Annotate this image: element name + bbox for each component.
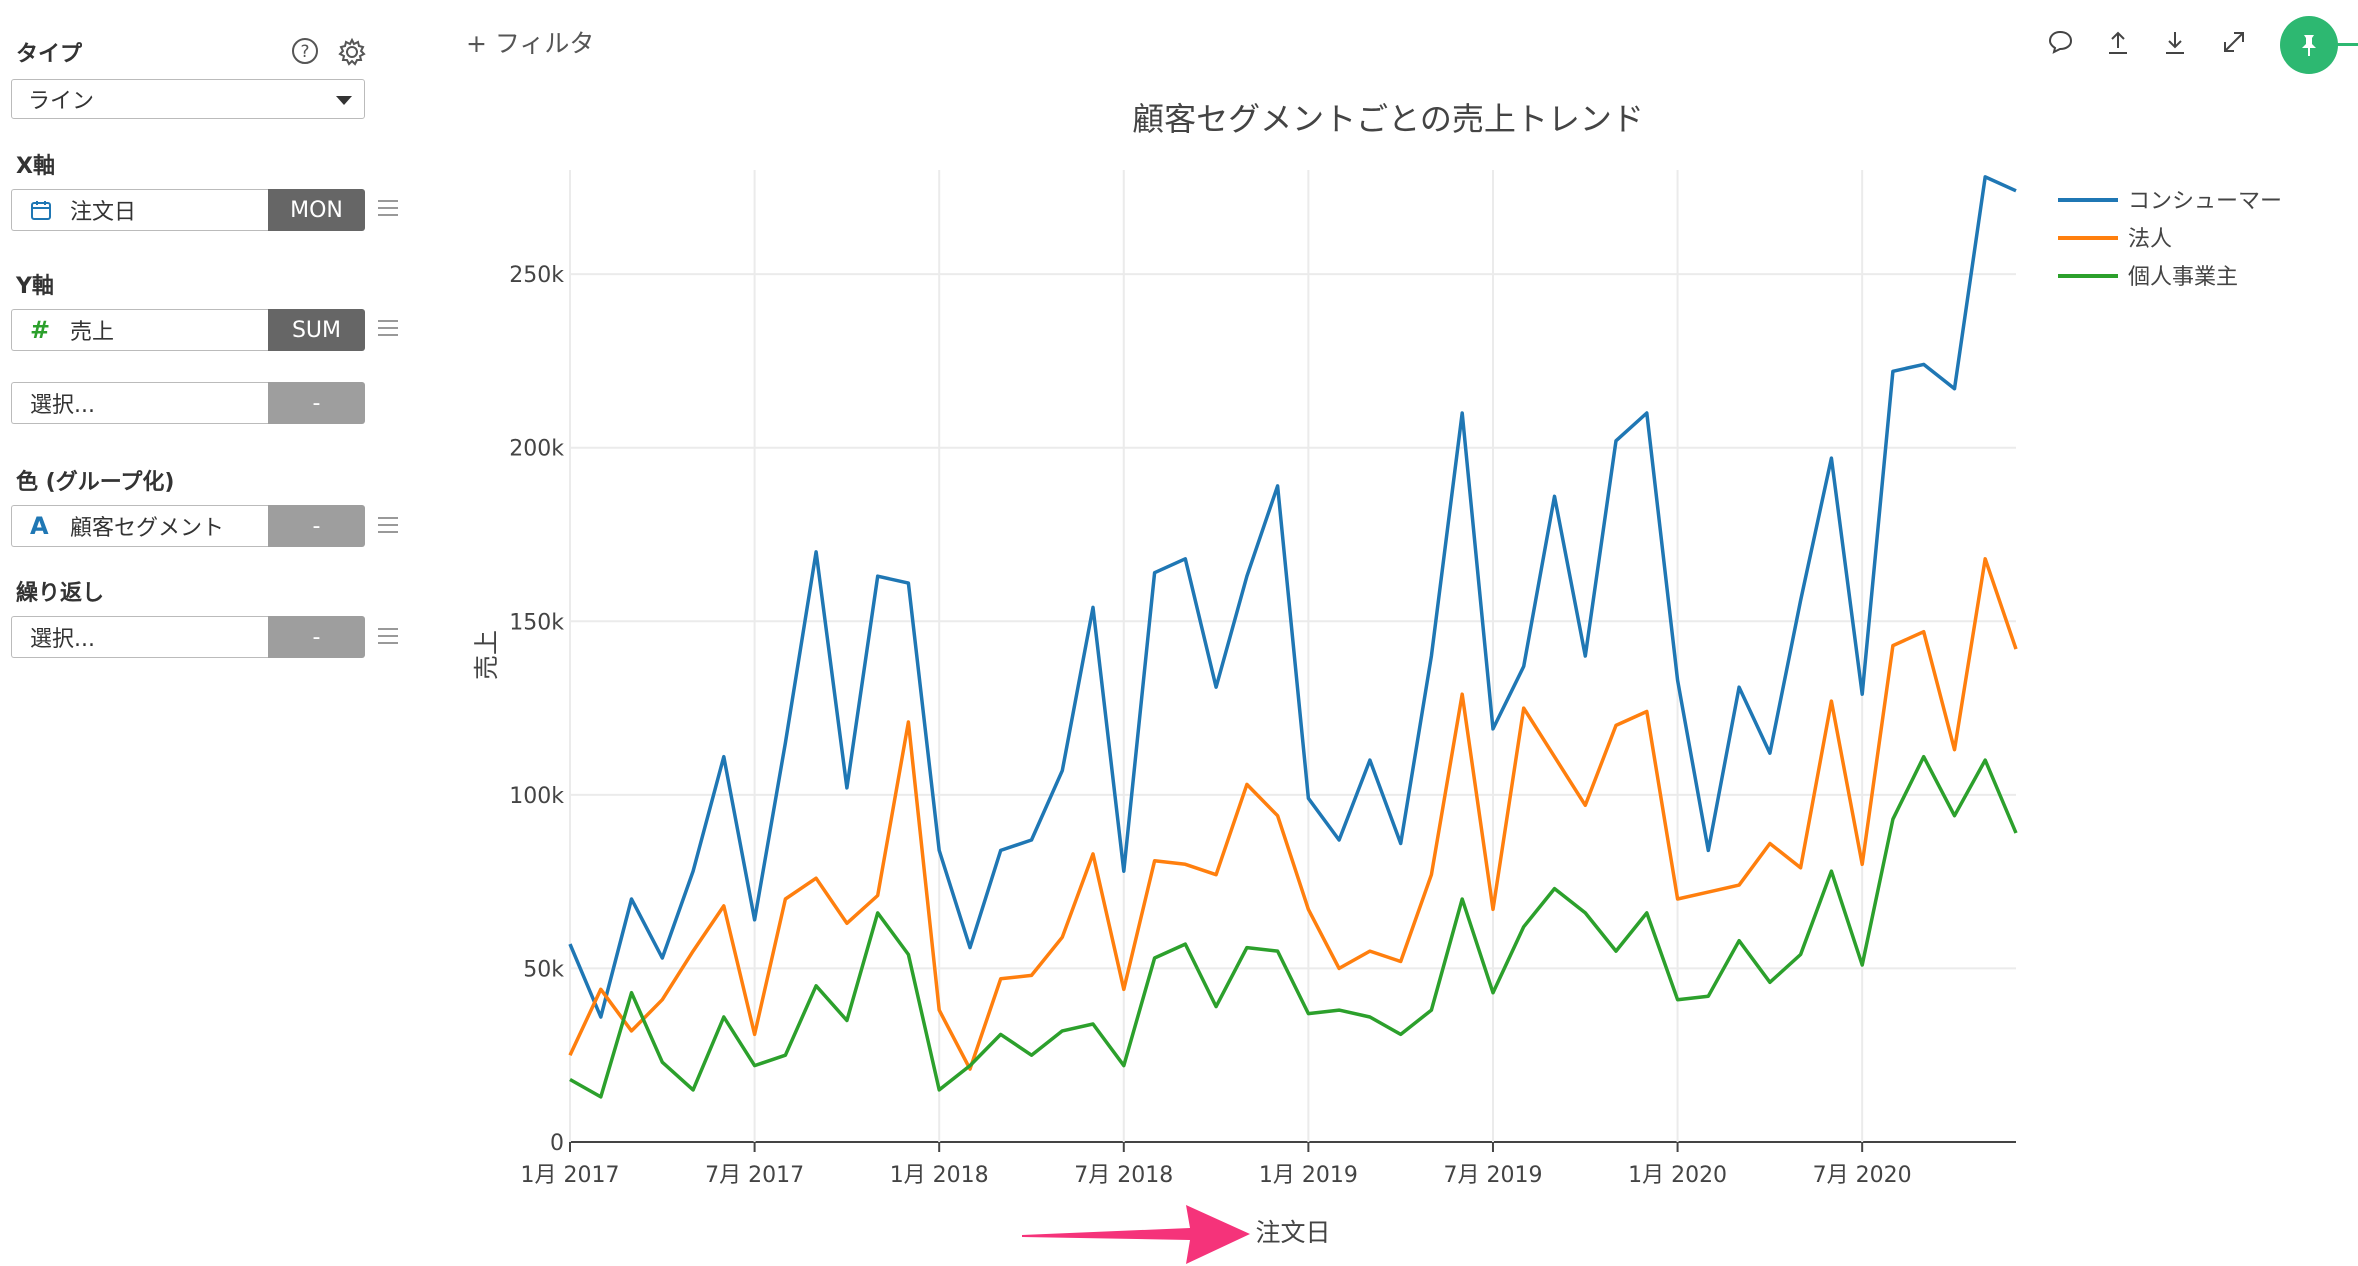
chevron-down-icon <box>336 96 352 105</box>
chart-title: 顧客セグメントごとの売上トレンド <box>1132 100 1644 138</box>
repeat-aggregation-button[interactable]: - <box>268 616 365 658</box>
expand-icon[interactable] <box>2220 28 2248 60</box>
pin-button[interactable] <box>2280 16 2338 74</box>
x-tick-label: 1月 2017 <box>521 1163 620 1188</box>
number-icon: # <box>30 316 51 344</box>
y-axis-menu-icon[interactable] <box>378 320 398 336</box>
series-line-home_office <box>569 754 2018 1099</box>
add-filter-button[interactable]: + フィルタ <box>466 29 595 58</box>
chart-type-value: ライン <box>28 89 95 114</box>
gear-icon[interactable] <box>337 37 367 71</box>
x-axis-ticks: 1月 2017 7月 2017 1月 2018 7月 2018 1月 2019 7月 20… <box>521 1163 1912 1188</box>
y-axis-aggregation-button[interactable]: SUM <box>268 309 365 351</box>
x-axis-column[interactable]: 注文日 <box>11 189 268 231</box>
x-axis-menu-icon[interactable] <box>378 200 398 216</box>
legend-label[interactable]: 法人 <box>2128 227 2172 252</box>
chart-type-select[interactable]: ライン <box>11 79 365 119</box>
repeat-menu-icon[interactable] <box>378 628 398 644</box>
y-axis-field[interactable]: # 売上 SUM <box>11 309 365 351</box>
y-axis-ticks: 0 50k 100k 150k 200k 250k <box>509 263 564 1156</box>
chart-series <box>568 175 2018 1099</box>
y-tick-label: 50k <box>523 957 564 982</box>
pin-connector <box>2336 43 2358 46</box>
x-axis-aggregation-button[interactable]: MON <box>268 189 365 231</box>
x-tick-label: 7月 2020 <box>1813 1163 1912 1188</box>
y-tick-label: 200k <box>509 437 564 462</box>
repeat-select[interactable]: 選択... <box>11 616 268 658</box>
text-type-icon: A <box>30 512 49 540</box>
x-tick-label: 1月 2019 <box>1259 1163 1358 1188</box>
color-column-name: 顧客セグメント <box>70 516 225 541</box>
upload-icon[interactable] <box>2104 28 2132 60</box>
chart-grid <box>569 170 2016 1152</box>
x-tick-label: 7月 2018 <box>1074 1163 1173 1188</box>
x-axis-title: 注文日 <box>1255 1218 1330 1247</box>
chart-settings-panel: タイプ ? ライン X軸 注文日 MON Y軸 # 売上 SUM <box>0 0 420 1266</box>
pin-icon <box>2302 35 2316 56</box>
x-axis-field[interactable]: 注文日 MON <box>11 189 365 231</box>
y-axis-column-name: 売上 <box>70 320 115 345</box>
x-tick-label: 7月 2017 <box>705 1163 804 1188</box>
color-column[interactable]: A 顧客セグメント <box>11 505 268 547</box>
comment-icon[interactable] <box>2046 28 2074 60</box>
series-line-consumer <box>568 175 2017 1019</box>
y2-axis-aggregation-button[interactable]: - <box>268 382 365 424</box>
y-axis-column[interactable]: # 売上 <box>11 309 268 351</box>
y-tick-label: 0 <box>550 1131 564 1156</box>
series-line-corporate <box>568 557 2018 1071</box>
y2-axis-select[interactable]: 選択... <box>11 382 268 424</box>
repeat-label: 繰り返し <box>16 581 105 606</box>
svg-text:?: ? <box>300 42 309 62</box>
download-icon[interactable] <box>2161 28 2189 60</box>
legend-label[interactable]: コンシューマー <box>2128 189 2282 214</box>
repeat-field[interactable]: 選択... - <box>11 616 365 658</box>
y-axis-label: Y軸 <box>16 274 54 299</box>
type-label: タイプ <box>16 42 83 67</box>
color-group-label: 色 (グループ化) <box>16 470 175 495</box>
x-tick-label: 1月 2020 <box>1628 1163 1727 1188</box>
x-axis-label: X軸 <box>16 154 55 179</box>
color-menu-icon[interactable] <box>378 517 398 533</box>
color-aggregation-button[interactable]: - <box>268 505 365 547</box>
color-field[interactable]: A 顧客セグメント - <box>11 505 365 547</box>
help-icon[interactable]: ? <box>291 37 319 69</box>
x-tick-label: 7月 2019 <box>1443 1163 1542 1188</box>
legend-label[interactable]: 個人事業主 <box>2128 265 2238 290</box>
x-axis-column-name: 注文日 <box>70 200 137 225</box>
y2-axis-field[interactable]: 選択... - <box>11 382 365 424</box>
calendar-icon <box>30 199 60 221</box>
y-axis-title: 売上 <box>472 630 501 680</box>
y-tick-label: 150k <box>509 610 564 635</box>
y-tick-label: 250k <box>509 263 564 288</box>
y-tick-label: 100k <box>509 784 564 809</box>
annotation-arrow <box>1022 1205 1250 1264</box>
x-tick-label: 1月 2018 <box>890 1163 989 1188</box>
